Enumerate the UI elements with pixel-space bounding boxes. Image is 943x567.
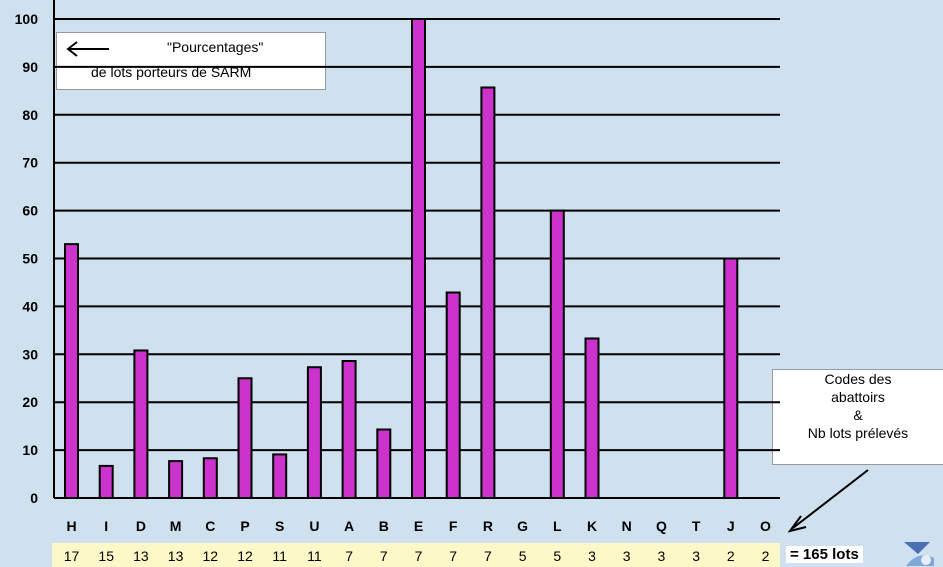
y-tick-label: 50 xyxy=(22,251,38,267)
category-label-H: H xyxy=(66,518,76,534)
annotation-line-4: Nb lots prélevés xyxy=(807,425,909,441)
bar-B xyxy=(376,428,392,499)
y-tick-labels: 0 10 20 30 40 50 60 70 80 90 100 xyxy=(15,11,39,506)
annotation-line-3: & xyxy=(853,407,863,423)
y-tick-label: 40 xyxy=(22,298,38,314)
bar-M xyxy=(168,460,184,500)
bar-A xyxy=(341,360,357,500)
count-label-L: 5 xyxy=(553,548,561,564)
category-label-N: N xyxy=(622,518,632,534)
count-label-N: 3 xyxy=(623,548,631,564)
category-label-C: C xyxy=(205,518,215,534)
bars xyxy=(64,18,739,500)
y-tick-label: 100 xyxy=(15,11,39,27)
bar-F xyxy=(445,291,461,499)
category-label-D: D xyxy=(136,518,146,534)
bar-U xyxy=(306,366,322,499)
legend-title: "Pourcentages" xyxy=(167,39,264,55)
count-label-H: 17 xyxy=(64,548,80,564)
category-label-L: L xyxy=(553,518,562,534)
legend-subtitle: de lots porteurs de SARM xyxy=(91,64,252,80)
category-label-A: A xyxy=(344,518,354,534)
count-label-R: 7 xyxy=(484,548,492,564)
category-label-U: U xyxy=(309,518,319,534)
count-label-G: 5 xyxy=(519,548,527,564)
left-arrow-icon xyxy=(66,41,109,57)
category-label-R: R xyxy=(483,518,493,534)
total-label: = 165 lots xyxy=(786,546,863,563)
y-tick-label: 30 xyxy=(22,346,38,362)
category-label-P: P xyxy=(240,518,249,534)
category-label-O: O xyxy=(760,518,771,534)
category-label-J: J xyxy=(727,518,735,534)
count-label-Q: 3 xyxy=(658,548,666,564)
y-tick-label: 60 xyxy=(22,203,38,219)
y-tick-label: 90 xyxy=(22,59,38,75)
bar-K xyxy=(584,337,600,500)
bar-P xyxy=(237,377,253,499)
y-tick-label: 80 xyxy=(22,107,38,123)
legend-box: "Pourcentages" de lots porteurs de SARM xyxy=(56,32,326,90)
annotation-arrows xyxy=(787,469,869,533)
category-label-B: B xyxy=(379,518,389,534)
bar-S xyxy=(272,453,288,500)
category-label-G: G xyxy=(517,518,528,534)
count-label-M: 13 xyxy=(168,548,184,564)
bar-E xyxy=(411,18,426,499)
y-tick-label: 0 xyxy=(30,490,38,506)
category-label-S: S xyxy=(275,518,284,534)
count-label-A: 7 xyxy=(345,548,353,564)
bar-L xyxy=(549,209,565,499)
count-label-E: 7 xyxy=(415,548,423,564)
annotation-line-2: abattoirs xyxy=(831,389,885,405)
bar-J xyxy=(723,257,739,499)
annotation-arrow-line xyxy=(792,469,869,529)
annotation-box: Codes des abattoirs & Nb lots prélevés xyxy=(772,369,943,465)
category-label-K: K xyxy=(587,518,597,534)
category-labels: H 17 I 15 D 13 M 13 C 12 P 12 S 11 U 11 A 7 B 7 E 7 F 7 R 7 G 5 L 5 K 3… xyxy=(64,518,771,564)
count-label-J: 2 xyxy=(727,548,735,564)
count-label-K: 3 xyxy=(588,548,596,564)
count-strip xyxy=(52,543,780,567)
count-label-U: 11 xyxy=(307,548,322,564)
bar-C xyxy=(202,457,218,500)
institution-logo-icon xyxy=(904,542,934,566)
count-label-S: 11 xyxy=(272,548,287,564)
category-label-F: F xyxy=(449,518,458,534)
category-label-Q: Q xyxy=(656,518,667,534)
annotation-line-1: Codes des xyxy=(824,371,892,387)
y-tick-label: 70 xyxy=(22,155,38,171)
y-tick-label: 10 xyxy=(22,442,38,458)
category-label-I: I xyxy=(104,518,108,534)
count-label-C: 12 xyxy=(203,548,219,564)
category-label-E: E xyxy=(414,518,423,534)
count-label-P: 12 xyxy=(237,548,253,564)
count-label-B: 7 xyxy=(380,548,388,564)
bar-I xyxy=(98,464,114,500)
category-label-T: T xyxy=(692,518,701,534)
count-label-I: 15 xyxy=(98,548,114,564)
count-label-F: 7 xyxy=(449,548,457,564)
bar-H xyxy=(64,243,79,499)
count-label-O: 2 xyxy=(762,548,770,564)
count-label-D: 13 xyxy=(133,548,149,564)
category-label-M: M xyxy=(170,518,182,534)
annotation-arrow-head xyxy=(787,515,807,533)
count-label-T: 3 xyxy=(692,548,700,564)
bar-R xyxy=(480,86,496,499)
y-tick-label: 20 xyxy=(22,394,38,410)
bar-D xyxy=(133,349,149,499)
